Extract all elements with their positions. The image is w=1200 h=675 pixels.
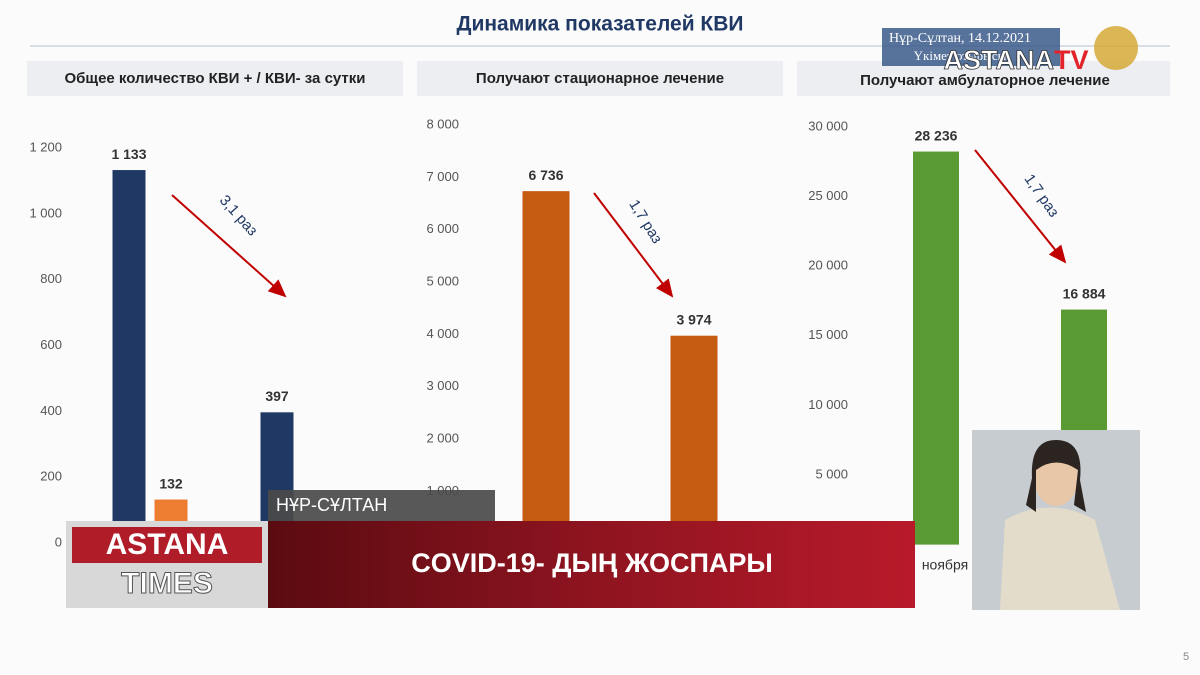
y-tick-label: 2 000 [426, 430, 459, 445]
overlay: Нұр-Сұлтан, 14.12.2021 Үкімет отырысы AS… [66, 26, 1140, 610]
y-tick-label: 15 000 [808, 327, 848, 342]
y-tick-label: 200 [40, 469, 62, 484]
y-tick-label: 3 000 [426, 378, 459, 393]
event: Үкімет отырысы [914, 48, 1007, 63]
y-tick-label: 4 000 [426, 326, 459, 341]
location: НҰР-СҰЛТАН [276, 495, 387, 515]
y-tick-label: 20 000 [808, 258, 848, 273]
location-box [268, 490, 495, 521]
panel-header [27, 61, 403, 96]
slide-number: 5 [1183, 651, 1189, 663]
y-tick-label: 7 000 [426, 169, 459, 184]
y-tick-label: 5 000 [815, 466, 848, 481]
y-tick-label: 8 000 [426, 116, 459, 131]
y-tick-label: 800 [40, 271, 62, 286]
bar [670, 335, 718, 544]
x-tick-label: ноября [922, 557, 968, 573]
chart-title: Общее количество КВИ + / КВИ- за сутки [64, 70, 365, 87]
channel-logo: TV [1054, 45, 1089, 75]
slide-title: Динамика показателей КВИ [456, 13, 743, 36]
emblem [1094, 26, 1138, 70]
headline: COVID-19- ДЫҢ ЖОСПАРЫ [411, 548, 773, 578]
program-logo: TIMES [121, 567, 213, 600]
value-label: 132 [159, 475, 183, 491]
interpreter-hair [1026, 440, 1086, 512]
y-tick-label: 0 [55, 534, 62, 549]
headline-banner [268, 521, 915, 608]
bar [913, 151, 959, 545]
y-tick-label: 600 [40, 337, 62, 352]
y-tick-label: 1 200 [29, 139, 62, 154]
program-logo-band [72, 527, 262, 563]
y-tick-label: 1 000 [29, 205, 62, 220]
y-tick-label: 30 000 [808, 118, 848, 133]
trend-arrow [974, 149, 1067, 264]
value-label: 397 [265, 388, 289, 404]
value-label: 28 236 [915, 127, 958, 143]
chart-title: Получают стационарное лечение [476, 70, 724, 87]
value-label: 3 974 [676, 311, 711, 327]
interpreter-body [1000, 507, 1120, 610]
y-tick-label: 400 [40, 403, 62, 418]
place-date: Нұр-Сұлтан, 14.12.2021 [889, 31, 1031, 46]
channel-logo: ASTANA [944, 45, 1055, 75]
bar [112, 170, 146, 543]
y-tick-label: 5 000 [426, 273, 459, 288]
trend-arrow [593, 192, 674, 298]
caption-box [882, 28, 1060, 66]
panel-header [417, 61, 783, 96]
value-label: 1 133 [111, 146, 146, 162]
chart-title: Получают амбулаторное лечение [860, 72, 1110, 89]
program-logo: ASTANA [106, 528, 229, 561]
y-tick-label: 25 000 [808, 188, 848, 203]
y-tick-label: 10 000 [808, 397, 848, 412]
y-tick-label: 6 000 [426, 221, 459, 236]
value-label: 16 884 [1063, 285, 1106, 301]
trend-arrow [171, 194, 287, 298]
bar [522, 191, 570, 544]
value-label: 6 736 [528, 167, 563, 183]
